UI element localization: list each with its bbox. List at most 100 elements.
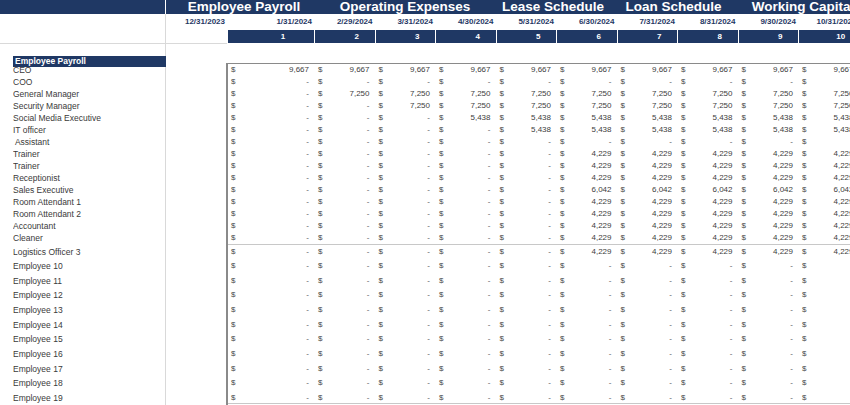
payroll-cell[interactable]: 4,229: [811, 196, 850, 208]
payroll-cell[interactable]: -: [509, 136, 552, 148]
payroll-cell[interactable]: -: [240, 347, 309, 362]
payroll-cell[interactable]: 4,229: [569, 245, 612, 260]
payroll-cell[interactable]: 4,229: [751, 196, 794, 208]
payroll-cell[interactable]: -: [388, 184, 431, 196]
payroll-cell[interactable]: 5,438: [509, 124, 552, 136]
payroll-cell[interactable]: -: [327, 184, 370, 196]
payroll-cell[interactable]: -: [327, 376, 370, 391]
payroll-cell[interactable]: -: [630, 259, 673, 274]
date-cell[interactable]: 3/31/2024: [376, 14, 437, 29]
payroll-cell[interactable]: -: [240, 274, 309, 289]
payroll-cell[interactable]: -: [509, 274, 552, 289]
payroll-cell[interactable]: 4,229: [690, 208, 733, 220]
payroll-cell[interactable]: -: [751, 259, 794, 274]
payroll-cell[interactable]: -: [327, 303, 370, 318]
payroll-cell[interactable]: -: [327, 76, 370, 88]
payroll-cell[interactable]: -: [448, 245, 491, 260]
payroll-cell[interactable]: -: [630, 332, 673, 347]
payroll-cell[interactable]: 6,042: [690, 184, 733, 196]
period-number-cell[interactable]: 9: [739, 30, 799, 43]
date-cell[interactable]: 4/30/2024: [436, 14, 497, 29]
payroll-cell[interactable]: -: [569, 347, 612, 362]
payroll-cell[interactable]: 4,229: [811, 232, 850, 244]
payroll-cell[interactable]: -: [630, 391, 673, 405]
payroll-cell[interactable]: 7,250: [388, 88, 431, 100]
payroll-cell[interactable]: -: [448, 391, 491, 405]
date-cell[interactable]: 2/29/2024: [315, 14, 376, 29]
payroll-cell[interactable]: 5,438: [509, 112, 552, 124]
payroll-cell[interactable]: 5,438: [811, 124, 850, 136]
payroll-cell[interactable]: -: [509, 220, 552, 232]
payroll-cell[interactable]: -: [811, 259, 850, 274]
payroll-cell[interactable]: 4,229: [811, 148, 850, 160]
payroll-cell[interactable]: 7,250: [448, 100, 491, 112]
payroll-cell[interactable]: -: [327, 232, 370, 244]
payroll-cell[interactable]: 4,229: [630, 196, 673, 208]
payroll-cell[interactable]: -: [240, 232, 309, 244]
payroll-cell[interactable]: 9,667: [240, 64, 309, 76]
payroll-cell[interactable]: 9,667: [327, 64, 370, 76]
payroll-cell[interactable]: 4,229: [751, 172, 794, 184]
payroll-cell[interactable]: -: [448, 196, 491, 208]
payroll-cell[interactable]: 4,229: [630, 220, 673, 232]
payroll-cell[interactable]: 9,667: [690, 64, 733, 76]
payroll-cell[interactable]: 7,250: [569, 100, 612, 112]
payroll-cell[interactable]: 9,667: [569, 64, 612, 76]
payroll-cell[interactable]: -: [751, 362, 794, 377]
payroll-cell[interactable]: -: [811, 318, 850, 333]
payroll-cell[interactable]: 4,229: [751, 220, 794, 232]
payroll-cell[interactable]: -: [630, 288, 673, 303]
payroll-cell[interactable]: -: [751, 76, 794, 88]
payroll-cell[interactable]: -: [388, 208, 431, 220]
payroll-cell[interactable]: -: [690, 391, 733, 405]
payroll-cell[interactable]: -: [509, 76, 552, 88]
payroll-cell[interactable]: -: [751, 391, 794, 405]
payroll-cell[interactable]: -: [569, 76, 612, 88]
payroll-cell[interactable]: 4,229: [751, 232, 794, 244]
payroll-cell[interactable]: -: [569, 136, 612, 148]
payroll-cell[interactable]: -: [569, 376, 612, 391]
payroll-cell[interactable]: 5,438: [569, 124, 612, 136]
payroll-cell[interactable]: -: [811, 288, 850, 303]
payroll-cell[interactable]: -: [751, 274, 794, 289]
payroll-cell[interactable]: -: [690, 288, 733, 303]
payroll-cell[interactable]: -: [327, 160, 370, 172]
payroll-cell[interactable]: -: [327, 318, 370, 333]
period-number-cell[interactable]: 10: [799, 30, 850, 43]
payroll-cell[interactable]: 7,250: [690, 88, 733, 100]
payroll-cell[interactable]: -: [690, 136, 733, 148]
date-cell[interactable]: 9/30/2024: [739, 14, 800, 29]
payroll-cell[interactable]: -: [751, 347, 794, 362]
payroll-cell[interactable]: 7,250: [630, 88, 673, 100]
payroll-cell[interactable]: -: [569, 332, 612, 347]
payroll-cell[interactable]: -: [388, 318, 431, 333]
payroll-cell[interactable]: -: [327, 124, 370, 136]
payroll-cell[interactable]: -: [569, 288, 612, 303]
payroll-cell[interactable]: -: [690, 332, 733, 347]
payroll-cell[interactable]: -: [388, 148, 431, 160]
payroll-cell[interactable]: 5,438: [690, 124, 733, 136]
payroll-cell[interactable]: -: [240, 100, 309, 112]
payroll-cell[interactable]: 9,667: [811, 64, 850, 76]
payroll-cell[interactable]: -: [327, 136, 370, 148]
payroll-cell[interactable]: -: [811, 332, 850, 347]
payroll-cell[interactable]: -: [240, 184, 309, 196]
period-number-cell[interactable]: 6: [557, 30, 617, 43]
payroll-cell[interactable]: -: [509, 196, 552, 208]
payroll-cell[interactable]: -: [388, 76, 431, 88]
payroll-cell[interactable]: -: [448, 332, 491, 347]
period-number-cell[interactable]: 7: [618, 30, 678, 43]
payroll-cell[interactable]: -: [327, 391, 370, 405]
payroll-cell[interactable]: -: [811, 391, 850, 405]
period-number-cell[interactable]: 2: [315, 30, 375, 43]
payroll-cell[interactable]: 5,438: [569, 112, 612, 124]
payroll-cell[interactable]: 9,667: [448, 64, 491, 76]
payroll-cell[interactable]: -: [240, 303, 309, 318]
payroll-cell[interactable]: -: [509, 245, 552, 260]
payroll-cell[interactable]: -: [509, 184, 552, 196]
payroll-cell[interactable]: -: [751, 376, 794, 391]
payroll-cell[interactable]: 7,250: [448, 88, 491, 100]
payroll-cell[interactable]: 9,667: [388, 64, 431, 76]
payroll-cell[interactable]: 6,042: [630, 184, 673, 196]
payroll-cell[interactable]: -: [569, 303, 612, 318]
